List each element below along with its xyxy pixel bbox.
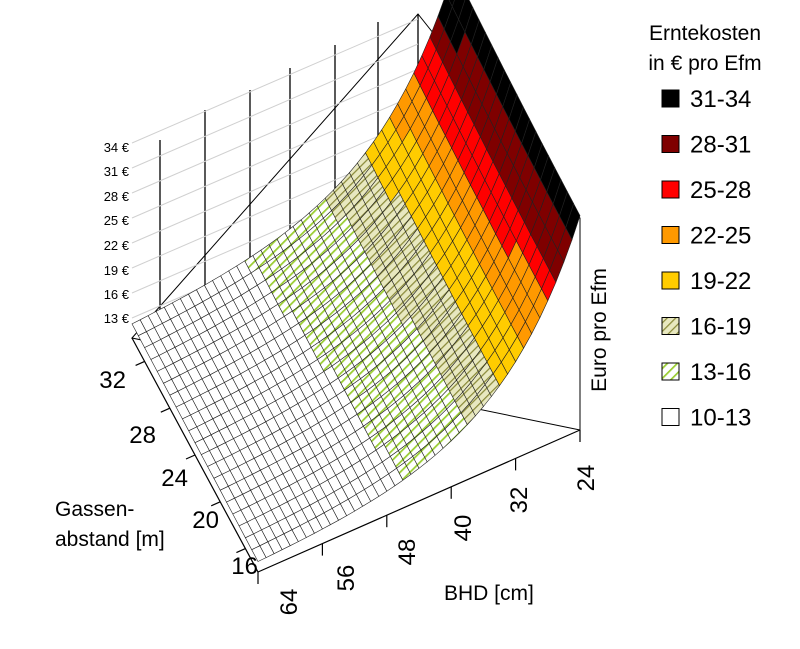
legend-swatch [661,271,680,290]
x-tick-label: 40 [450,515,477,542]
z-axis-title: Euro pro Efm [588,268,611,392]
legend-label: 22-25 [690,223,751,250]
z-tick-label: 25 € [104,213,130,228]
legend-label: 19-22 [690,268,751,295]
legend-swatch [661,408,680,426]
legend-swatch [661,135,680,153]
z-tick-label: 16 € [104,287,130,302]
x-tick-label: 32 [506,487,533,514]
legend-label: 10-13 [690,405,751,432]
y-tick-mark [236,548,246,554]
y-tick-label: 28 [129,422,156,449]
legend-label: 16-19 [690,314,751,341]
x-tick-label: 24 [573,465,600,492]
legend-label: 25-28 [690,177,751,204]
back-gridline [131,68,419,194]
legend-swatch [661,89,680,108]
x-tick-label: 64 [276,589,303,616]
surface-facet [448,0,455,8]
z-tick-label: 22 € [104,238,130,253]
y-tick-label: 24 [161,465,188,492]
legend-label: 31-34 [690,86,751,113]
legend-title: in € pro Efm [648,52,761,75]
y-tick-mark [210,501,221,507]
x-tick-label: 48 [394,539,421,566]
x-axis-ticks [257,430,581,584]
y-tick-mark [160,407,171,413]
legend-label: 13-16 [690,359,751,386]
legend: Erntekosten in € pro Efm 31-34 28-31 25-28… [648,22,761,432]
z-tick-label: 13 € [104,311,130,326]
y-tick-mark [185,454,196,460]
y-axis-title: abstand [m] [55,528,165,551]
back-gridline [131,118,419,244]
z-axis-ticks: 34 € 31 € 28 € 25 € 22 € 19 € 16 € 13 € [104,140,130,326]
x-tick-label: 56 [333,565,360,592]
y-tick-label: 32 [99,367,126,394]
z-tick-label: 19 € [104,263,130,278]
legend-swatch [661,362,680,381]
y-tick-label: 16 [231,553,258,580]
legend-swatch [661,226,680,244]
cost-surface [131,0,581,562]
legend-swatch [661,317,680,335]
y-tick-label: 20 [192,507,219,534]
legend-title: Erntekosten [649,22,761,45]
y-tick-mark [135,360,145,366]
z-tick-label: 28 € [104,189,130,204]
y-axis-title: Gassen- [55,498,134,521]
legend-label: 28-31 [690,132,751,159]
back-gridline [131,93,419,219]
legend-swatch [661,180,680,199]
z-tick-label: 34 € [104,140,130,155]
back-gridline [131,18,419,144]
z-tick-label: 31 € [104,164,130,179]
back-gridline [131,43,419,169]
x-axis-title: BHD [cm] [444,582,534,605]
y-axis-ticks [135,360,246,554]
surface-facet [251,545,267,562]
